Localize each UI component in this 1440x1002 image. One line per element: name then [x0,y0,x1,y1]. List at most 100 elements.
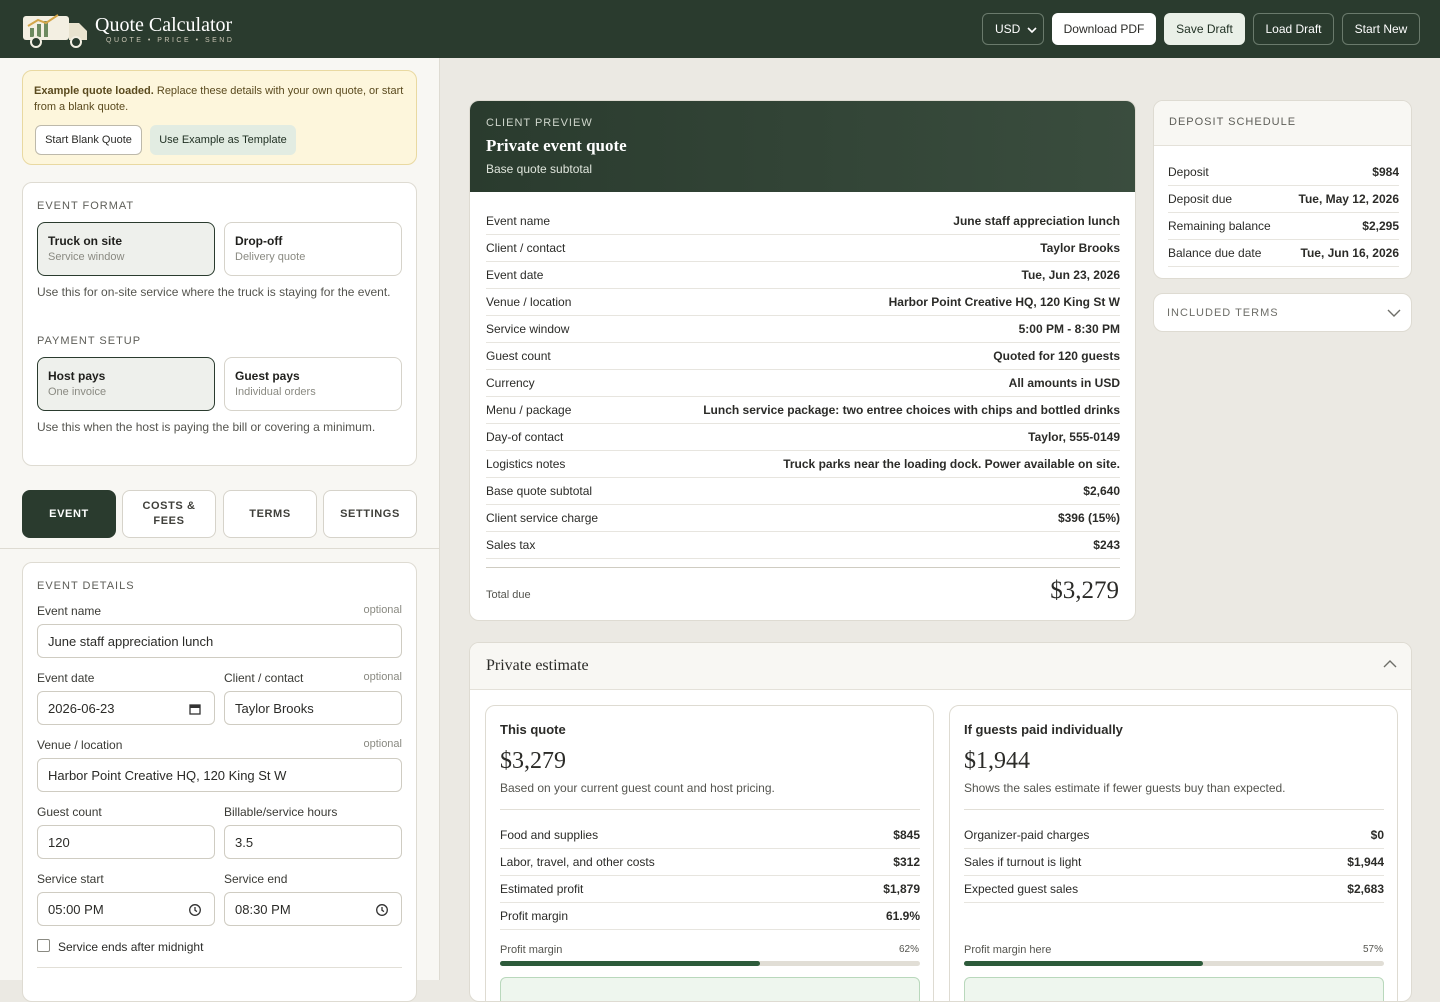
example-notice: Example quote loaded. Replace these deta… [22,70,417,165]
text-input[interactable]: 2026-06-23 [37,691,215,725]
detail-row: Service window 5:00 PM - 8:30 PM [486,316,1120,343]
row-value: Truck parks near the loading dock. Power… [783,457,1120,471]
currency-select[interactable]: USD [982,13,1044,45]
row-label: Profit margin [500,909,569,923]
divider [37,967,402,968]
use-template-button[interactable]: Use Example as Template [150,125,296,155]
tab[interactable]: SETTINGS [323,490,417,538]
row-label: Menu / package [486,403,572,417]
row-label: Day-of contact [486,430,564,444]
detail-row: Client service charge $396 (15%) [486,505,1120,532]
field-label: Client / contact [224,671,304,685]
format-option[interactable]: Drop-off Delivery quote [224,222,402,276]
row-label: Logistics notes [486,457,566,471]
divider [500,809,920,810]
format-option[interactable]: Truck on site Service window [37,222,215,276]
row-label: Client service charge [486,511,599,525]
notice-lead: Example quote loaded. [34,85,154,97]
detail-row: Event name June staff appreciation lunch [486,208,1120,235]
terms-card[interactable]: INCLUDED TERMS [1153,293,1412,332]
deposit-card: DEPOSIT SCHEDULE Deposit $984 Deposit due T… [1153,100,1412,279]
divider [0,548,440,549]
detail-row: Labor, travel, and other costs $312 [500,849,920,876]
estimate-panel: Private estimate This quote $3,279 Based o… [469,642,1412,1002]
logo-truck [23,14,87,48]
row-value: $845 [893,828,920,842]
section-label: EVENT DETAILS [37,580,135,592]
tab[interactable]: EVENT [22,490,116,538]
text-input[interactable]: Harbor Point Creative HQ, 120 King St W [37,758,402,792]
section-label: EVENT FORMAT [37,200,135,212]
row-value: Harbor Point Creative HQ, 120 King St W [888,295,1120,309]
text-input[interactable]: 08:30 PM [224,892,402,926]
divider [486,567,1120,568]
detail-row: Sales if turnout is light $1,944 [964,849,1384,876]
row-value: $2,683 [1347,882,1384,896]
calendar-icon [189,704,201,715]
payment-option[interactable]: Host pays One invoice [37,357,215,411]
detail-row: Venue / location Harbor Point Creative HQ… [486,289,1120,316]
text-input[interactable]: 3.5 [224,825,402,859]
chevron-down [1387,309,1401,317]
detail-row: Currency All amounts in USD [486,370,1120,397]
row-value: $2,640 [1083,484,1120,498]
tab[interactable]: COSTS & FEES [122,490,216,538]
start-blank-button[interactable]: Start Blank Quote [35,125,142,155]
detail-row: Deposit due Tue, May 12, 2026 [1168,186,1399,213]
field-label: Event date [37,671,95,685]
text-input[interactable]: 05:00 PM [37,892,215,926]
detail-row: Sales tax $243 [486,532,1120,559]
detail-row: Expected guest sales $2,683 [964,876,1384,903]
row-value: Taylor, 555-0149 [1028,430,1120,444]
row-label: Sales tax [486,538,536,552]
payment-option[interactable]: Guest pays Individual orders [224,357,402,411]
tab[interactable]: TERMS [223,490,317,538]
text-input[interactable]: Taylor Brooks [224,691,402,725]
row-value: $0 [1370,828,1384,842]
row-value: Tue, Jun 23, 2026 [1021,268,1121,282]
row-label: Organizer-paid charges [964,828,1090,842]
detail-row: Balance due date Tue, Jun 16, 2026 [1168,240,1399,267]
field-label: Billable/service hours [224,805,338,819]
field-label: Venue / location [37,738,123,752]
detail-row: Remaining balance $2,295 [1168,213,1399,240]
download-pdf-button[interactable]: Download PDF [1052,13,1156,45]
checkbox[interactable] [37,939,50,952]
row-value: $312 [893,855,920,869]
text-input[interactable]: 120 [37,825,215,859]
input-value: Taylor Brooks [235,700,314,716]
save-draft-button[interactable]: Save Draft [1164,13,1245,45]
help-text: Use this for on-site service where the t… [37,285,391,299]
detail-row: Food and supplies $845 [500,822,920,849]
row-label: Sales if turnout is light [964,855,1082,869]
row-value: $1,944 [1347,855,1384,869]
preview-subtitle: Base quote subtotal [486,162,593,176]
load-draft-button[interactable]: Load Draft [1253,13,1334,45]
row-value: $984 [1372,165,1399,179]
card-header [1154,101,1411,146]
row-value: $1,879 [883,882,920,896]
panel-title: Private estimate [486,657,589,674]
card-title: If guests paid individually [964,722,1123,737]
row-label: Deposit due [1168,192,1233,206]
text-input[interactable]: June staff appreciation lunch [37,624,402,658]
input-value: 08:30 PM [235,901,291,917]
preview-title: Private event quote [486,136,627,155]
bar-value-label: 57% [1362,944,1383,955]
card-note: Shows the sales estimate if fewer guests… [964,781,1286,795]
row-value: 61.9% [885,909,920,923]
notice-text: Example quote loaded. Replace these deta… [34,83,404,115]
option-title: Host pays [48,369,106,383]
card-title: INCLUDED TERMS [1167,307,1279,319]
help-text: Use this when the host is paying the bil… [37,420,376,434]
detail-row: Menu / package Lunch service package: two… [486,397,1120,424]
detail-row: Guest count Quoted for 120 guests [486,343,1120,370]
row-value: Tue, May 12, 2026 [1298,192,1400,206]
clock-icon [189,904,201,916]
option-title: Truck on site [48,234,123,248]
start-new-button[interactable]: Start New [1342,13,1420,45]
detail-row: Base quote subtotal $2,640 [486,478,1120,505]
clock-icon [376,904,388,916]
row-value: $396 (15%) [1057,511,1120,525]
option-title: Guest pays [235,369,300,383]
